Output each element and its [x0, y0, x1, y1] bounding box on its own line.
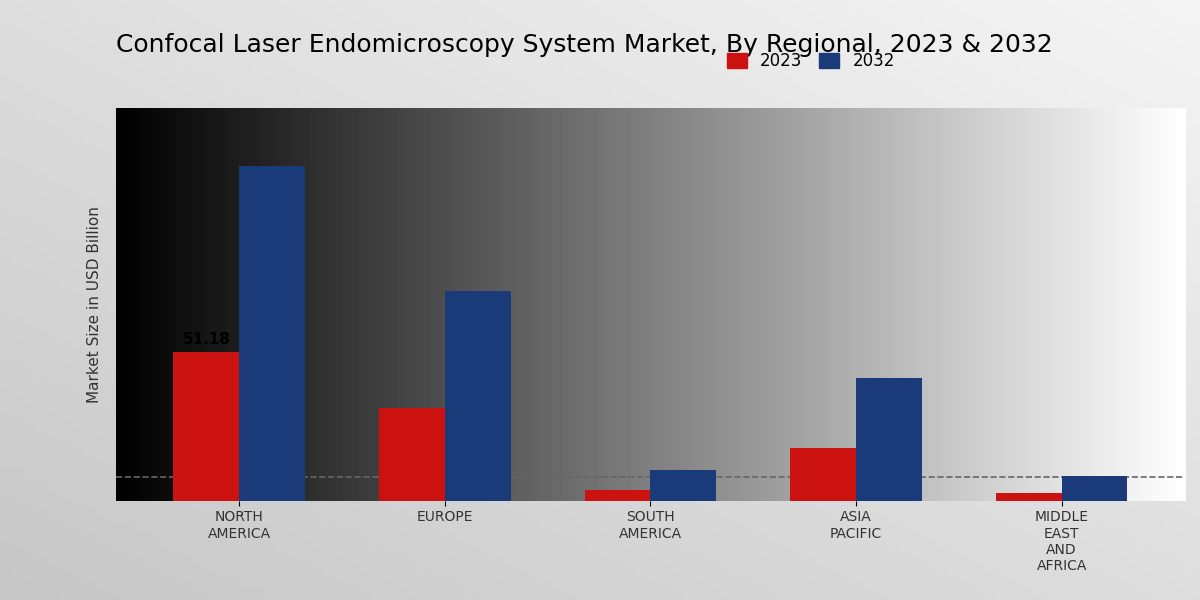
- Bar: [174, 352, 239, 500]
- Bar: [856, 379, 922, 500]
- Bar: [584, 490, 650, 500]
- Bar: [650, 470, 716, 500]
- Text: 51.18: 51.18: [182, 332, 230, 347]
- Bar: [379, 407, 445, 500]
- Text: Confocal Laser Endomicroscopy System Market, By Regional, 2023 & 2032: Confocal Laser Endomicroscopy System Mar…: [116, 33, 1052, 57]
- Bar: [791, 448, 856, 500]
- Legend: 2023, 2032: 2023, 2032: [720, 46, 901, 77]
- Bar: [996, 493, 1062, 500]
- Bar: [239, 166, 305, 500]
- Bar: [1062, 476, 1128, 500]
- Bar: [445, 291, 511, 500]
- Y-axis label: Market Size in USD Billion: Market Size in USD Billion: [86, 206, 102, 403]
